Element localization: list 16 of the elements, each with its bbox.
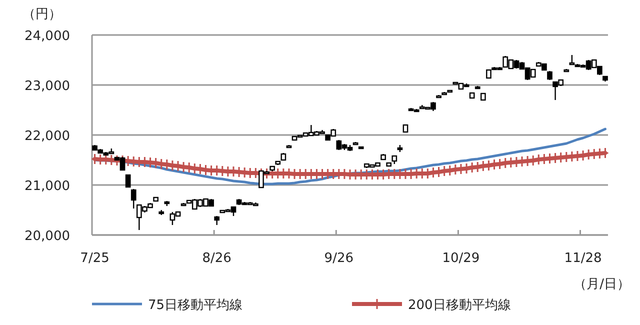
y-tick-label: 21,000 <box>24 179 70 194</box>
y-tick-label: 24,000 <box>24 29 70 44</box>
x-tick-label: 11/28 <box>564 251 602 266</box>
candlestick <box>125 174 131 188</box>
x-tick-label: 10/29 <box>442 251 480 266</box>
x-tick-label: 7/25 <box>80 251 110 266</box>
candlestick <box>130 188 136 210</box>
y-tick-label: 23,000 <box>24 79 70 94</box>
x-axis-title: （月/日） <box>574 277 630 292</box>
y-axis-title: （円） <box>22 7 62 22</box>
x-tick-label: 9/26 <box>324 251 354 266</box>
y-tick-label: 22,000 <box>24 129 70 144</box>
x-tick-label: 8/26 <box>202 251 232 266</box>
y-tick-label: 20,000 <box>24 229 70 244</box>
legend-label: 200日移動平均線 <box>408 298 511 313</box>
legend-label: 75日移動平均線 <box>148 298 243 313</box>
